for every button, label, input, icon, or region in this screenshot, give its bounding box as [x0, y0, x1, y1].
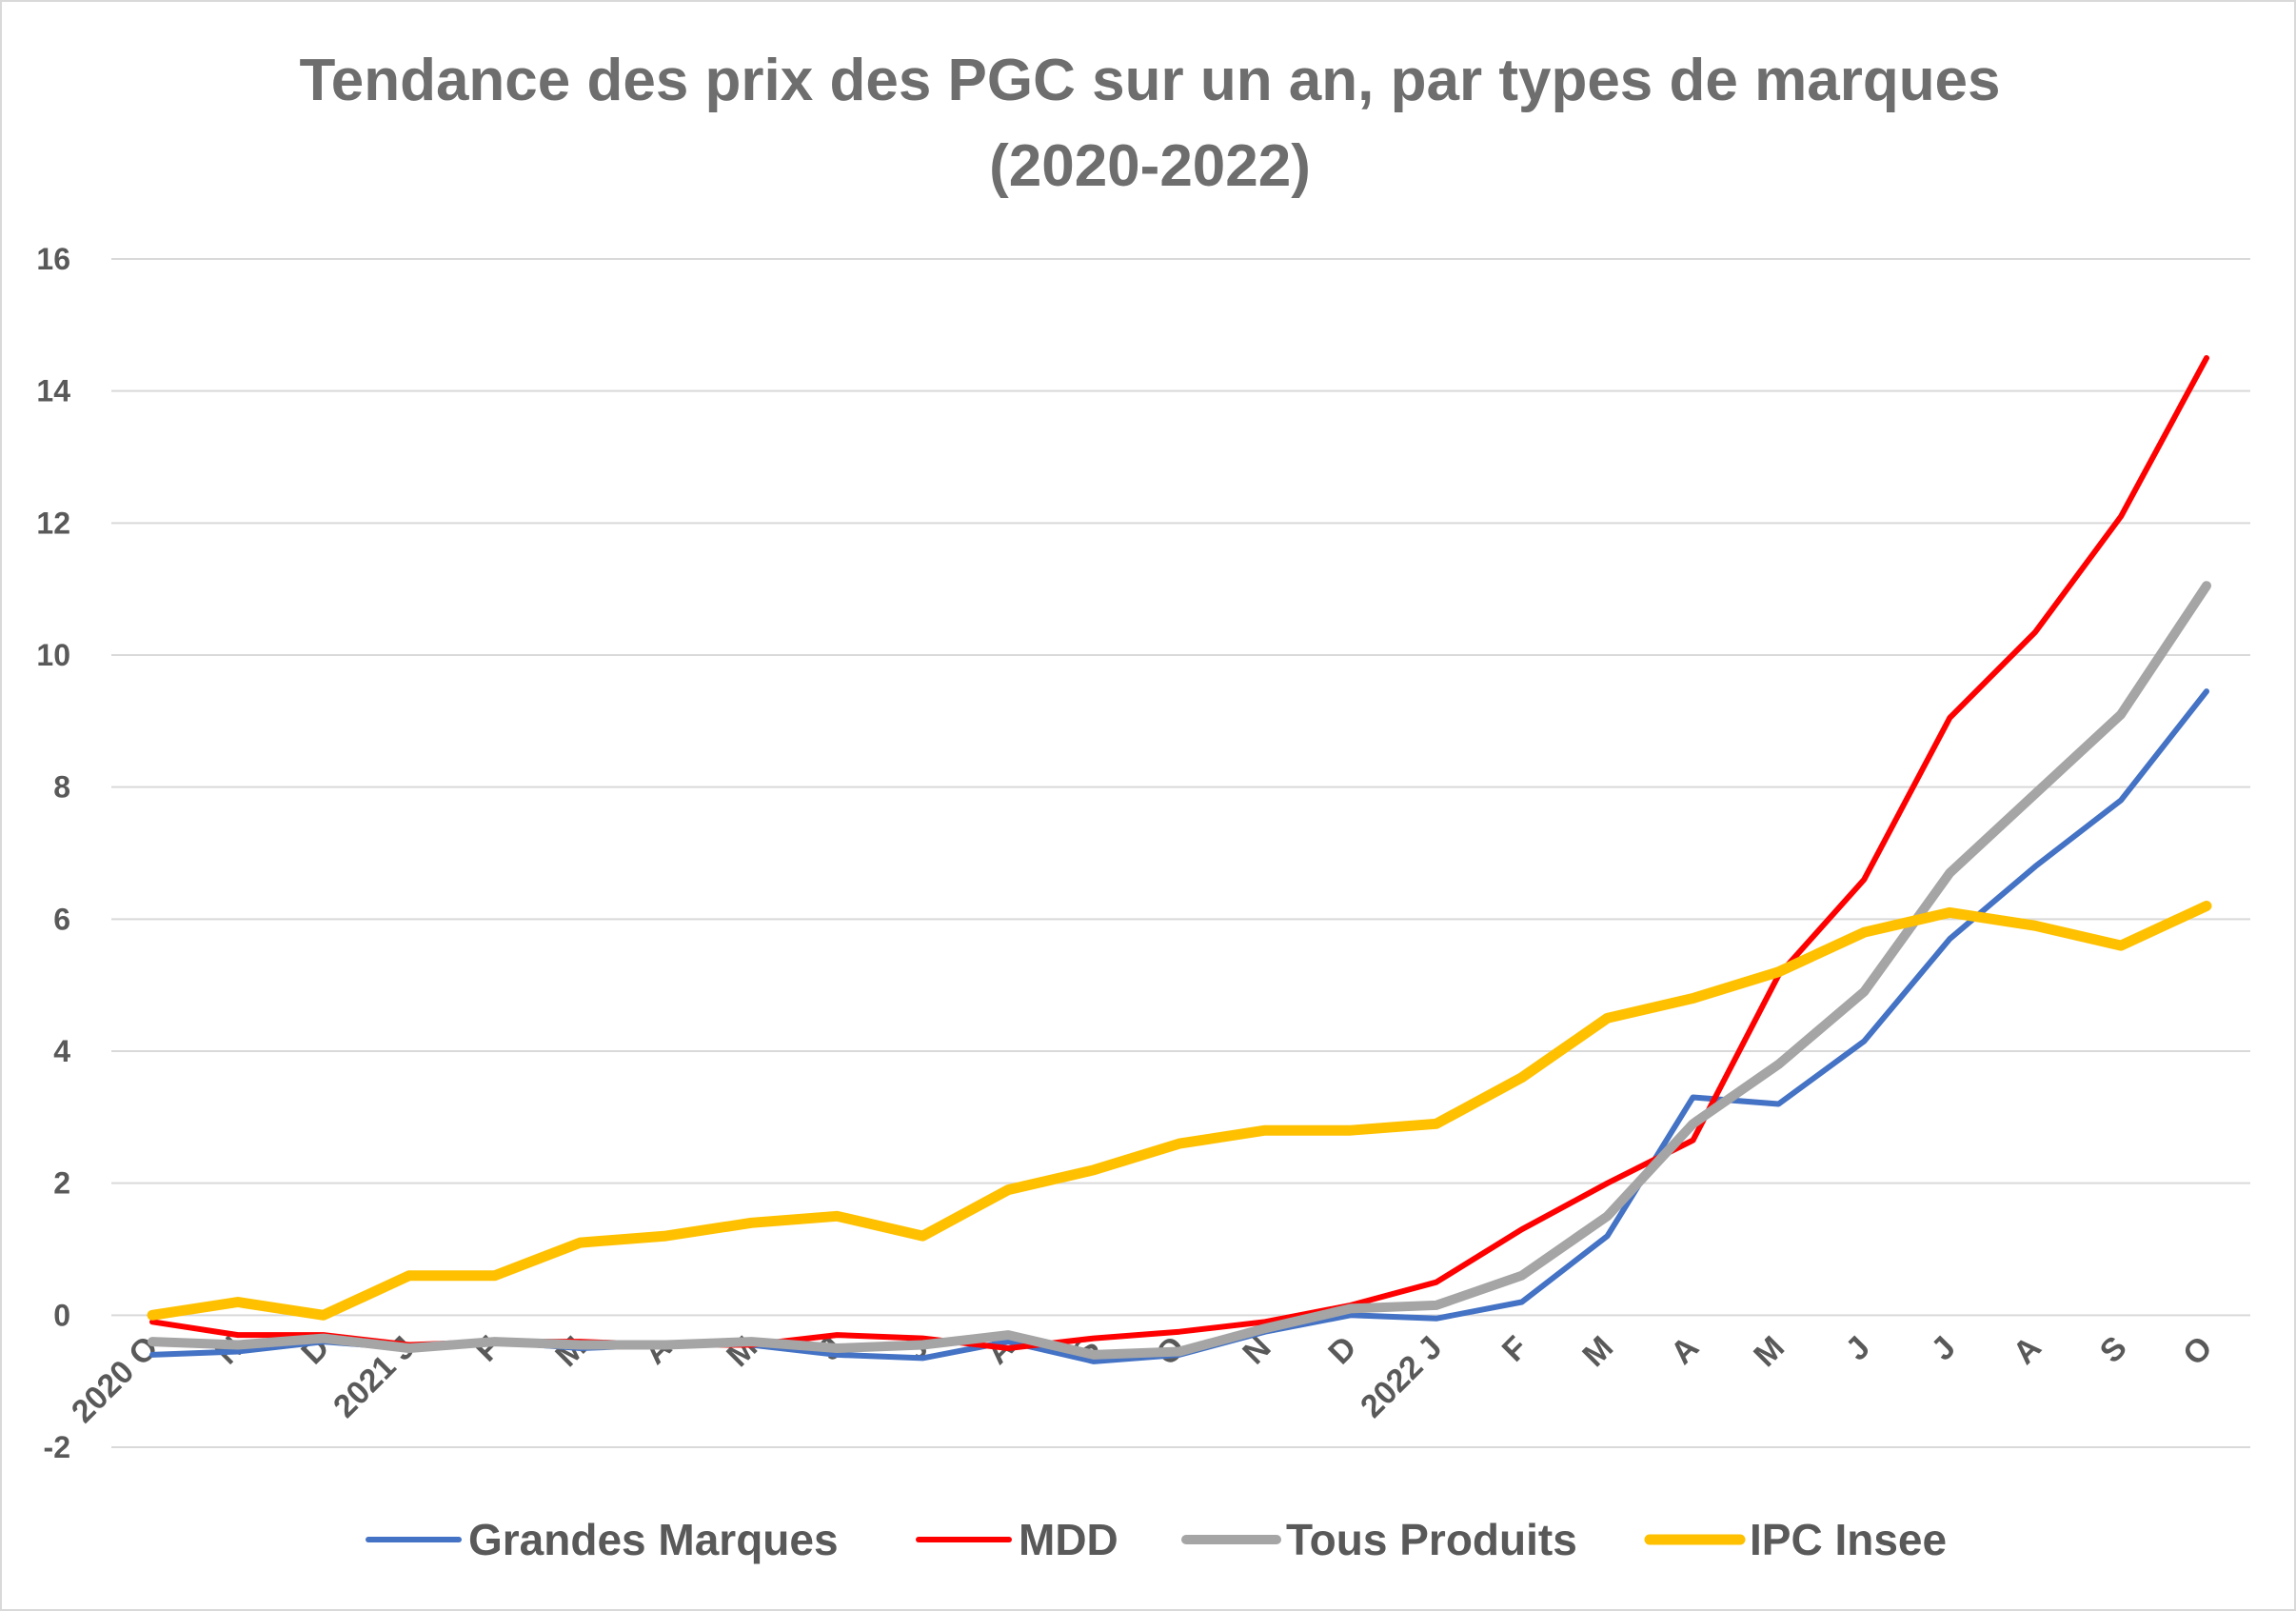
- x-tick-label: 2022 J: [1354, 1329, 1449, 1424]
- x-tick-label: M: [1747, 1329, 1791, 1374]
- y-tick-label: 12: [36, 506, 70, 540]
- x-tick-label: J: [1925, 1329, 1963, 1367]
- legend-label: Grandes Marques: [468, 1515, 839, 1564]
- x-tick-label: F: [1495, 1329, 1535, 1369]
- legend-label: MDD: [1019, 1515, 1118, 1564]
- y-tick-label: 14: [36, 374, 70, 408]
- x-tick-label: D: [1321, 1329, 1363, 1371]
- series-line-mdd: [149, 355, 2209, 1351]
- legend-label: IPC Insee: [1750, 1515, 1947, 1564]
- y-tick-label: 10: [36, 638, 70, 672]
- x-tick-label: J: [1839, 1329, 1877, 1367]
- y-tick-label: 8: [53, 770, 70, 805]
- gridlines: [111, 258, 2250, 1448]
- x-tick-label: A: [1664, 1329, 1706, 1371]
- x-tick-label: S: [2093, 1329, 2134, 1370]
- x-tick-label: M: [720, 1329, 764, 1374]
- y-tick-label: 2: [53, 1166, 70, 1201]
- y-tick-label: 16: [36, 242, 70, 276]
- series-lines: [147, 355, 2212, 1364]
- x-tick-label: O: [2176, 1329, 2220, 1373]
- x-tick-label: A: [637, 1329, 679, 1371]
- x-tick-label: M: [548, 1329, 593, 1374]
- series-line-tous-produits: [148, 581, 2211, 1360]
- x-tick-label: M: [1575, 1329, 1620, 1374]
- y-tick-label: 6: [53, 902, 70, 936]
- series-line-ipc-insee: [147, 901, 2212, 1321]
- y-tick-label: -2: [44, 1430, 70, 1464]
- y-tick-label: 0: [53, 1298, 70, 1332]
- y-tick-label: 4: [53, 1034, 70, 1068]
- series-line-grandes-marques: [149, 688, 2209, 1364]
- x-tick-label: A: [2007, 1329, 2049, 1371]
- chart-title-line-2: (2020-2022): [989, 133, 1311, 199]
- legend-label: Tous Produits: [1286, 1515, 1577, 1564]
- y-axis-ticks: -2 0 2 4 6 8 10 12 14 16: [36, 242, 70, 1464]
- x-tick-label: F: [468, 1329, 508, 1369]
- legend: Grandes Marques MDD Tous Produits IPC Insee: [366, 1515, 1947, 1564]
- chart-title-line-1: Tendance des prix des PGC sur un an, par…: [299, 48, 2000, 113]
